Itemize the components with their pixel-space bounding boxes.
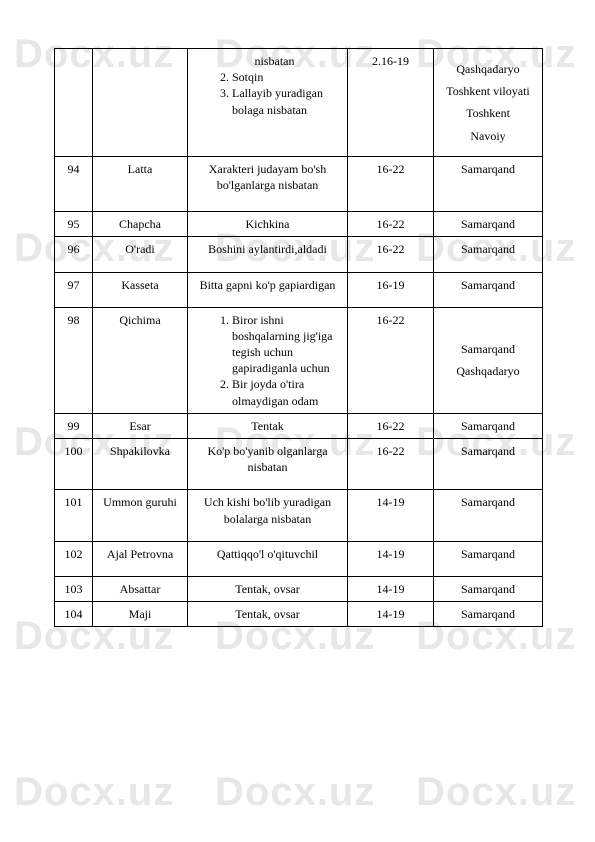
definition-item: Biror ishni boshqalarning jig'iga tegish…: [232, 312, 333, 377]
cell-number: 97: [55, 272, 93, 307]
cell-term: Ummon guruhi: [93, 490, 188, 541]
table-row: 102 Ajal Petrovna Qattiqqo'l o'qituvchil…: [55, 541, 543, 576]
cell-definition: Xarakteri judayam bo'sh bo'lganlarga nis…: [188, 156, 348, 211]
cell-number: 95: [55, 212, 93, 237]
cell-definition: Tentak, ovsar: [188, 602, 348, 627]
cell-region: Samarqand: [434, 576, 543, 601]
cell-number: 99: [55, 413, 93, 438]
region-line: Toshkent viloyati: [438, 83, 538, 99]
cell-term: O'radi: [93, 237, 188, 272]
definition-line: nisbatan: [216, 53, 333, 69]
cell-region: Samarqand: [434, 490, 543, 541]
cell-range: 16-22: [348, 439, 434, 490]
table-row: 97 Kasseta Bitta gapni ko'p gapiardigan …: [55, 272, 543, 307]
table-row: 96 O'radi Boshini aylantirdi,aldadi 16-2…: [55, 237, 543, 272]
definition-item: Sotqin: [232, 69, 333, 85]
cell-range: 14-19: [348, 576, 434, 601]
cell-definition: Ko'p bo'yanib olganlarga nisbatan: [188, 439, 348, 490]
cell-range: 14-19: [348, 541, 434, 576]
cell-term: Qichima: [93, 307, 188, 413]
cell-term: Ajal Petrovna: [93, 541, 188, 576]
cell-number: 104: [55, 602, 93, 627]
table-row: 101 Ummon guruhi Uch kishi bo'lib yuradi…: [55, 490, 543, 541]
cell-number: 98: [55, 307, 93, 413]
watermark-text: Docx.uz: [14, 770, 174, 815]
cell-definition: Tentak: [188, 413, 348, 438]
cell-range: 2.16-19: [348, 49, 434, 157]
cell-region: Samarqand: [434, 156, 543, 211]
table-row: 94 Latta Xarakteri judayam bo'sh bo'lgan…: [55, 156, 543, 211]
cell-region: Samarqand: [434, 439, 543, 490]
cell-region: Samarqand: [434, 541, 543, 576]
table-row: 100 Shpakilovka Ko'p bo'yanib olganlarga…: [55, 439, 543, 490]
definition-item: Lallayib yuradigan bolaga nisbatan: [232, 85, 333, 117]
region-line: Toshkent: [438, 105, 538, 121]
cell-term: [93, 49, 188, 157]
cell-term: Esar: [93, 413, 188, 438]
cell-region: Samarqand Qashqadaryo: [434, 307, 543, 413]
cell-range: 16-22: [348, 156, 434, 211]
region-line: Navoiy: [438, 128, 538, 144]
cell-number: 101: [55, 490, 93, 541]
watermark-text: Docx.uz: [215, 770, 375, 815]
cell-number: [55, 49, 93, 157]
cell-definition: Tentak, ovsar: [188, 576, 348, 601]
table-row: 98 Qichima Biror ishni boshqalarning jig…: [55, 307, 543, 413]
cell-number: 102: [55, 541, 93, 576]
cell-term: Latta: [93, 156, 188, 211]
definition-item: Bir joyda o'tira olmaydigan odam: [232, 376, 333, 408]
cell-definition: Boshini aylantirdi,aldadi: [188, 237, 348, 272]
cell-term: Kasseta: [93, 272, 188, 307]
cell-range: 16-22: [348, 212, 434, 237]
cell-range: 16-22: [348, 307, 434, 413]
table-row: 99 Esar Tentak 16-22 Samarqand: [55, 413, 543, 438]
region-line: Qashqadaryo: [438, 61, 538, 77]
cell-number: 96: [55, 237, 93, 272]
cell-term: Maji: [93, 602, 188, 627]
watermark-text: Docx.uz: [416, 770, 576, 815]
cell-definition: Kichkina: [188, 212, 348, 237]
cell-region: Samarqand: [434, 602, 543, 627]
cell-term: Absattar: [93, 576, 188, 601]
table-row: 95 Chapcha Kichkina 16-22 Samarqand: [55, 212, 543, 237]
glossary-table: nisbatan Sotqin Lallayib yuradigan bolag…: [54, 48, 543, 627]
cell-region: Samarqand: [434, 237, 543, 272]
cell-term: Shpakilovka: [93, 439, 188, 490]
cell-region: Samarqand: [434, 413, 543, 438]
table-row: nisbatan Sotqin Lallayib yuradigan bolag…: [55, 49, 543, 157]
cell-region: Qashqadaryo Toshkent viloyati Toshkent N…: [434, 49, 543, 157]
region-line: Samarqand: [438, 341, 538, 357]
cell-term: Chapcha: [93, 212, 188, 237]
cell-number: 103: [55, 576, 93, 601]
cell-region: Samarqand: [434, 212, 543, 237]
table-row: 103 Absattar Tentak, ovsar 14-19 Samarqa…: [55, 576, 543, 601]
cell-definition: Biror ishni boshqalarning jig'iga tegish…: [188, 307, 348, 413]
cell-definition: nisbatan Sotqin Lallayib yuradigan bolag…: [188, 49, 348, 157]
region-line: Qashqadaryo: [438, 363, 538, 379]
cell-range: 16-22: [348, 237, 434, 272]
cell-range: 14-19: [348, 490, 434, 541]
cell-number: 94: [55, 156, 93, 211]
cell-region: Samarqand: [434, 272, 543, 307]
page-content: nisbatan Sotqin Lallayib yuradigan bolag…: [54, 48, 542, 627]
cell-definition: Qattiqqo'l o'qituvchil: [188, 541, 348, 576]
cell-range: 14-19: [348, 602, 434, 627]
cell-definition: Uch kishi bo'lib yuradigan bolalarga nis…: [188, 490, 348, 541]
cell-range: 16-19: [348, 272, 434, 307]
cell-range: 16-22: [348, 413, 434, 438]
cell-number: 100: [55, 439, 93, 490]
cell-definition: Bitta gapni ko'p gapiardigan: [188, 272, 348, 307]
table-row: 104 Maji Tentak, ovsar 14-19 Samarqand: [55, 602, 543, 627]
